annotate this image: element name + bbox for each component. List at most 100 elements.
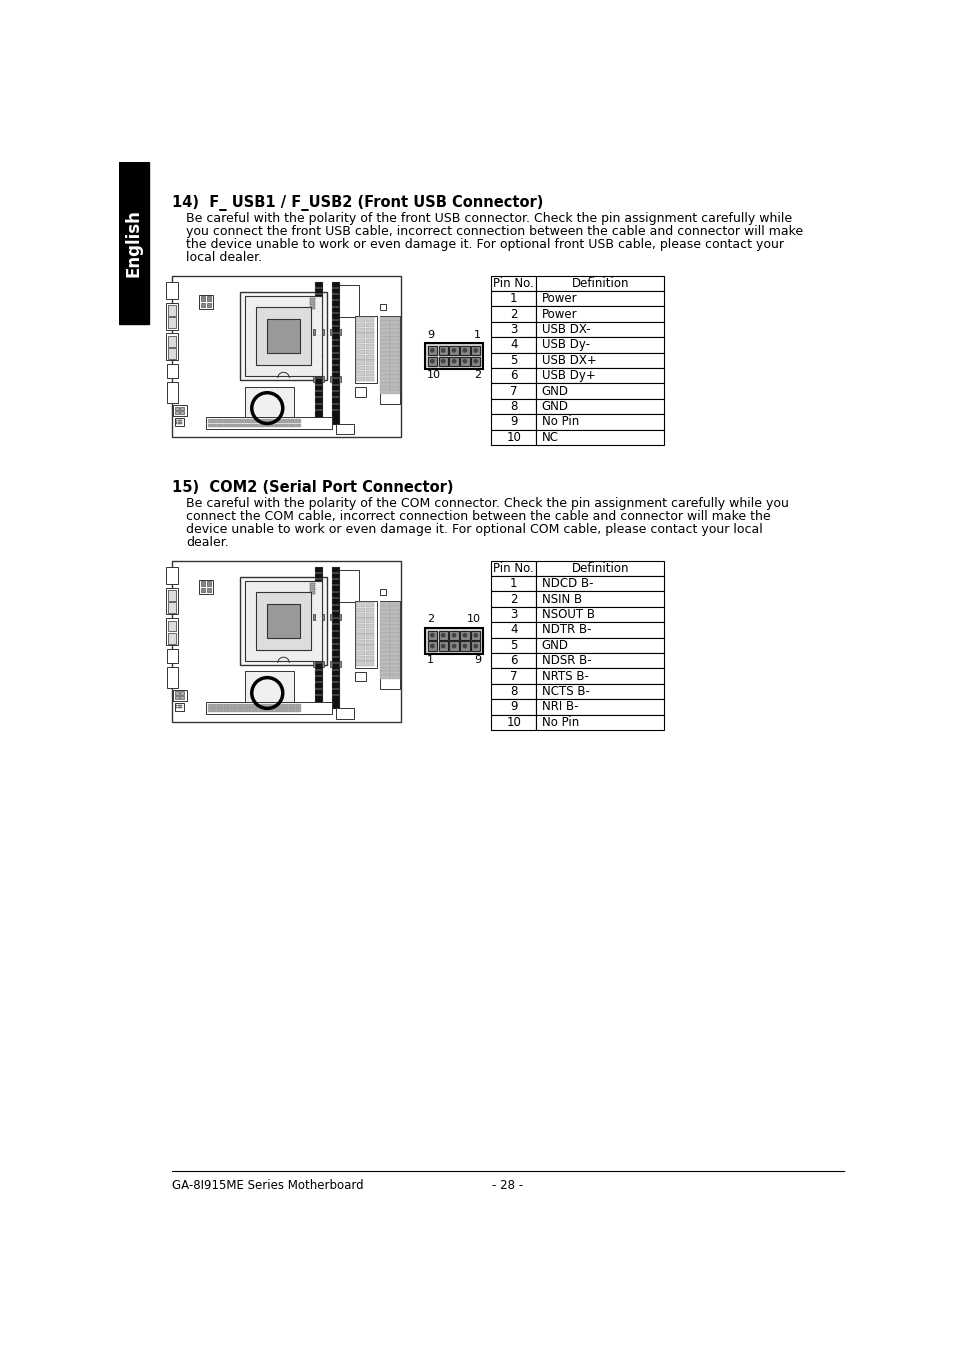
Bar (236, 424, 238, 428)
Bar (233, 704, 236, 708)
Bar (536, 653, 663, 669)
Bar (245, 424, 248, 428)
Bar (390, 390, 399, 394)
Bar (199, 580, 213, 593)
Circle shape (474, 359, 476, 363)
Bar (365, 646, 374, 650)
Bar (166, 588, 178, 615)
Bar (356, 624, 365, 628)
Text: NDTR B-: NDTR B- (541, 623, 591, 636)
Bar (310, 298, 314, 301)
Bar (240, 577, 327, 665)
Bar (380, 383, 390, 386)
Circle shape (452, 645, 456, 647)
Bar (356, 635, 365, 639)
Circle shape (430, 645, 434, 647)
Bar (365, 317, 374, 322)
Bar (390, 649, 399, 653)
Bar (200, 581, 205, 586)
Bar (449, 642, 458, 651)
Bar (174, 692, 179, 695)
Bar (380, 649, 390, 653)
Bar (380, 390, 390, 394)
Bar (536, 352, 663, 368)
Bar (427, 345, 436, 355)
Bar (261, 704, 264, 708)
Bar (424, 343, 483, 368)
Bar (491, 291, 536, 306)
Bar (285, 708, 287, 712)
Text: you connect the front USB cable, incorrect connection between the cable and conn: you connect the front USB cable, incorre… (186, 225, 802, 238)
Bar (380, 337, 390, 340)
Bar (250, 424, 253, 428)
Bar (290, 704, 292, 708)
Bar (536, 322, 663, 337)
Bar (290, 424, 292, 428)
Text: Power: Power (541, 307, 577, 321)
Bar (365, 613, 374, 617)
Text: 2: 2 (510, 593, 517, 605)
Bar (241, 418, 243, 422)
Bar (536, 607, 663, 623)
Bar (390, 386, 399, 390)
Bar (168, 632, 175, 643)
Text: English: English (125, 210, 143, 278)
Text: Definition: Definition (571, 562, 628, 574)
Bar (449, 345, 458, 355)
Bar (314, 567, 322, 708)
Bar (380, 630, 390, 632)
Bar (356, 613, 365, 617)
Text: device unable to work or even damage it. For optional COM cable, please contact : device unable to work or even damage it.… (186, 523, 761, 536)
Bar (380, 632, 390, 636)
Text: 9: 9 (510, 700, 517, 714)
Bar (380, 645, 390, 649)
Bar (459, 345, 469, 355)
Bar (332, 282, 339, 424)
Bar (380, 317, 390, 321)
Bar (390, 340, 399, 344)
Bar (356, 344, 365, 349)
Bar (380, 325, 390, 329)
Text: 9: 9 (510, 416, 517, 428)
Bar (174, 412, 179, 414)
Bar (238, 708, 241, 712)
Bar (313, 613, 315, 620)
Bar (365, 624, 374, 628)
Bar (298, 704, 301, 708)
Bar (278, 708, 280, 712)
Bar (536, 684, 663, 699)
Bar (292, 418, 294, 422)
Bar (238, 424, 241, 428)
Bar (390, 363, 399, 367)
Bar (380, 371, 390, 375)
Text: 1: 1 (510, 292, 517, 305)
Bar (175, 420, 177, 421)
Bar (338, 661, 340, 666)
Bar (271, 708, 274, 712)
Bar (335, 284, 358, 317)
Bar (471, 345, 480, 355)
Circle shape (463, 634, 466, 636)
Bar (175, 707, 177, 708)
Bar (255, 592, 311, 650)
Bar (321, 613, 323, 620)
Bar (229, 418, 232, 422)
Bar (238, 418, 241, 422)
Bar (243, 708, 245, 712)
Bar (390, 375, 399, 379)
Bar (390, 632, 399, 636)
Bar (236, 704, 238, 708)
Bar (166, 282, 178, 299)
Bar (491, 306, 536, 322)
Bar (491, 276, 536, 291)
Bar (168, 336, 175, 347)
Bar (245, 708, 248, 712)
Bar (491, 383, 536, 399)
Bar (380, 613, 390, 617)
Bar (180, 406, 184, 410)
Bar (220, 704, 222, 708)
Text: GA-8I915ME Series Motherboard: GA-8I915ME Series Motherboard (172, 1179, 363, 1192)
Bar (292, 708, 294, 712)
Bar (335, 708, 354, 719)
Bar (365, 349, 374, 355)
